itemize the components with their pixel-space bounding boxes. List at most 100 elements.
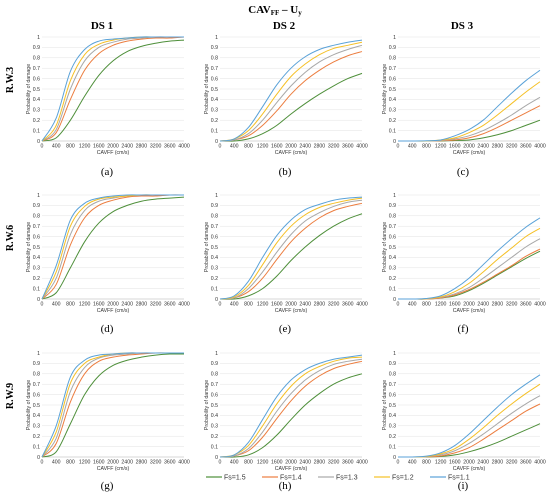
y-tick-label: 0.9 [389,45,396,51]
x-tick-label: 4000 [178,460,190,466]
y-tick-label: 0.6 [389,392,396,398]
y-tick-label: 0.5 [33,403,40,409]
x-tick-label: 2400 [477,302,489,308]
x-tick-label: 4000 [534,460,546,466]
y-tick-label: 0.3 [33,266,40,272]
x-tick-label: 2000 [107,302,119,308]
series-line-fs13 [397,96,541,142]
series-line-fs13 [219,358,363,458]
x-tick-label: 2000 [463,144,475,150]
x-tick-label: 0 [41,302,44,308]
series-line-fs11 [397,374,541,458]
x-tick-label: 3600 [342,460,354,466]
x-axis-label: CAVFF (cm/s) [97,308,130,314]
x-tick-label: 1200 [79,144,91,150]
y-tick-label: 0.8 [211,56,218,62]
y-tick-label: 0.7 [389,224,396,230]
x-tick-label: 2800 [136,144,148,150]
y-axis-label: Probability of damage [382,380,388,430]
series-line-fs11 [41,194,184,300]
y-tick-label: 0.3 [389,424,396,430]
row-title-rw9: R.W.9 [5,383,16,409]
y-tick-label: 0.8 [389,56,396,62]
series-line-fs15 [41,39,185,142]
x-tick-label: 3600 [520,144,532,150]
x-tick-label: 0 [397,460,400,466]
chart-panel-d: 0 0.1 0.2 0.3 0.4 0.5 0.6 0.7 0.8 0.9 1 0 400 800 1200… [26,193,190,335]
x-tick-label: 800 [244,302,253,308]
x-tick-label: 4000 [534,144,546,150]
y-tick-label: 0.3 [211,266,218,272]
x-axis-label: CAVFF (cm/s) [453,150,486,156]
x-tick-label: 3200 [506,460,518,466]
x-axis-label: CAVFF (cm/s) [453,466,486,472]
x-tick-label: 1600 [449,460,461,466]
y-tick-label: 0.2 [33,434,40,440]
series-line-fs11 [397,69,541,142]
panel-label: (e) [279,323,292,335]
x-tick-label: 2800 [314,302,326,308]
y-tick-label: 0.3 [389,266,396,272]
y-tick-label: 0.7 [389,382,396,388]
x-tick-label: 2400 [299,460,311,466]
title-main: CAV [248,4,270,16]
chart-panel-f: 0 0.1 0.2 0.3 0.4 0.5 0.6 0.7 0.8 0.9 1 0 400 800 1200… [382,193,546,335]
series-line-fs11 [219,354,363,458]
x-tick-label: 800 [66,144,75,150]
series-line-fs11 [397,217,541,300]
y-tick-label: 0.2 [389,276,396,282]
x-axis-label: CAVFF (cm/s) [275,308,308,314]
y-tick-label: 0 [37,297,40,303]
series-line-fs14 [41,36,185,142]
chart-panel-i: 0 0.1 0.2 0.3 0.4 0.5 0.6 0.7 0.8 0.9 1 0 400 800 1200… [382,351,546,492]
x-tick-label: 2000 [463,302,475,308]
chart-panel-h: 0 0.1 0.2 0.3 0.4 0.5 0.6 0.7 0.8 0.9 1 0 400 800 1200… [204,351,368,492]
x-tick-label: 4000 [356,460,368,466]
panel-label: (a) [101,166,114,178]
x-tick-label: 0 [219,144,222,150]
y-tick-label: 0.1 [33,128,40,134]
panel-label: (c) [457,166,470,178]
x-tick-label: 3600 [164,460,176,466]
y-tick-label: 0.2 [389,118,396,124]
x-tick-label: 2000 [107,144,119,150]
x-tick-label: 3600 [342,144,354,150]
legend-item: Fs=1.4 [262,475,302,482]
y-tick-label: 0 [393,297,396,303]
x-tick-label: 3600 [520,302,532,308]
x-axis-label: CAVFF (cm/s) [275,150,308,156]
y-tick-label: 0.6 [211,392,218,398]
series-line-fs14 [41,194,185,300]
y-tick-label: 0.2 [33,276,40,282]
x-tick-label: 0 [41,460,44,466]
y-tick-label: 1 [37,351,40,357]
x-tick-label: 0 [397,144,400,150]
panel-label: (h) [279,480,292,492]
x-tick-label: 4000 [534,302,546,308]
y-tick-label: 0.6 [33,392,40,398]
x-tick-label: 1600 [271,144,283,150]
y-tick-label: 1 [215,35,218,41]
x-tick-label: 3200 [150,144,162,150]
series-line-fs15 [397,423,541,458]
x-tick-label: 2000 [285,144,297,150]
x-tick-label: 2400 [477,460,489,466]
chart-panel-b: 0 0.1 0.2 0.3 0.4 0.5 0.6 0.7 0.8 0.9 1 0 400 800 1200… [204,35,368,178]
series-line-fs12 [219,356,363,458]
x-tick-label: 2800 [314,460,326,466]
y-tick-label: 1 [37,193,40,199]
series-line-fs15 [219,72,363,142]
y-tick-label: 0.8 [211,214,218,220]
y-tick-label: 0.5 [211,87,218,93]
y-tick-label: 0.8 [33,372,40,378]
x-tick-label: 3200 [328,460,340,466]
y-tick-label: 0.4 [33,97,40,103]
series-line-fs13 [219,44,363,142]
series-line-fs11 [41,36,184,142]
x-tick-label: 800 [244,144,253,150]
y-tick-label: 0 [37,455,40,461]
y-tick-label: 0.3 [389,108,396,114]
x-tick-label: 1200 [435,460,447,466]
y-tick-label: 0.7 [389,66,396,72]
